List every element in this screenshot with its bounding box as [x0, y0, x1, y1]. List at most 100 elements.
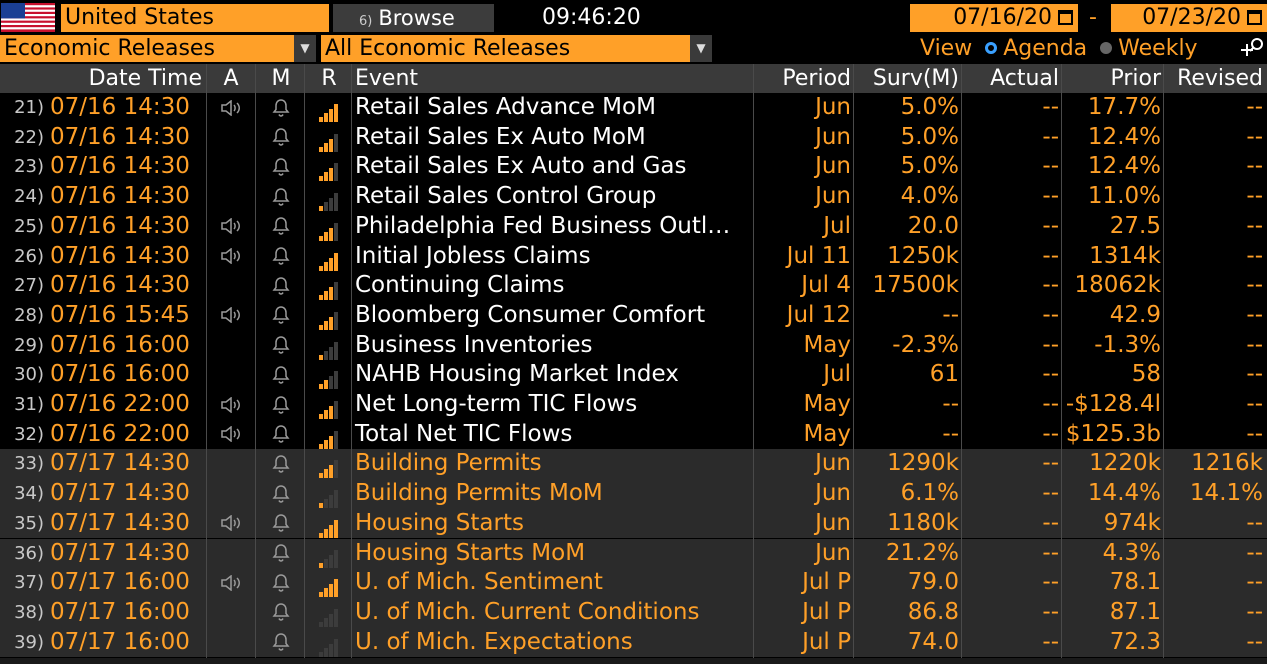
row-index[interactable]: 33): [14, 453, 44, 475]
bell-icon[interactable]: [271, 124, 291, 150]
notify-cell[interactable]: [258, 420, 304, 449]
event-name[interactable]: Philadelphia Fed Business Outl…: [355, 212, 731, 239]
notify-cell[interactable]: [258, 93, 304, 122]
radio-weekly[interactable]: [1100, 41, 1113, 54]
calendar-icon[interactable]: [1058, 10, 1073, 25]
table-row[interactable]: 22) 07/16 14:30 Retail Sales Ex Auto MoM Ju…: [0, 122, 1267, 153]
bell-icon[interactable]: [271, 391, 291, 417]
event-name[interactable]: Initial Jobless Claims: [355, 242, 591, 269]
event-name[interactable]: Building Permits: [355, 450, 542, 477]
bell-icon[interactable]: [271, 569, 291, 595]
event-name[interactable]: U. of Mich. Sentiment: [355, 569, 603, 596]
alert-cell[interactable]: [208, 212, 254, 241]
row-index[interactable]: 30): [14, 364, 44, 386]
row-index[interactable]: 31): [14, 394, 44, 415]
alert-cell[interactable]: [208, 568, 254, 597]
row-index[interactable]: 39): [14, 631, 44, 653]
speaker-icon[interactable]: [220, 302, 242, 328]
event-name[interactable]: U. of Mich. Current Conditions: [355, 598, 700, 625]
event-name[interactable]: Continuing Claims: [355, 272, 565, 299]
table-row[interactable]: 29) 07/16 16:00 Business Inventories May -2.…: [0, 330, 1267, 361]
table-row[interactable]: 25) 07/16 14:30 Philadelphia Fed Business …: [0, 211, 1267, 242]
notify-cell[interactable]: [258, 509, 304, 538]
bell-icon[interactable]: [271, 480, 291, 506]
radio-agenda[interactable]: [985, 41, 998, 54]
column-header-relevance[interactable]: R: [321, 66, 337, 91]
bell-icon[interactable]: [271, 599, 291, 625]
event-name[interactable]: Retail Sales Control Group: [355, 183, 657, 210]
notify-cell[interactable]: [258, 449, 304, 478]
event-name[interactable]: Retail Sales Ex Auto and Gas: [355, 153, 687, 180]
event-name[interactable]: Total Net TIC Flows: [355, 420, 573, 447]
event-name[interactable]: Bloomberg Consumer Comfort: [355, 301, 706, 328]
row-index[interactable]: 26): [14, 245, 44, 267]
notify-cell[interactable]: [258, 598, 304, 627]
notify-cell[interactable]: [258, 242, 304, 271]
chevron-down-icon[interactable]: ▼: [294, 35, 316, 62]
row-index[interactable]: 32): [14, 423, 44, 445]
notify-cell[interactable]: [258, 271, 304, 300]
column-header-revised[interactable]: Revised: [1177, 66, 1263, 91]
bell-icon[interactable]: [271, 153, 291, 179]
event-name[interactable]: Business Inventories: [355, 331, 593, 358]
alert-cell[interactable]: [208, 301, 254, 330]
notify-cell[interactable]: [258, 568, 304, 597]
notify-cell[interactable]: [258, 123, 304, 152]
table-row[interactable]: 39) 07/17 16:00 U. of Mich. Expectations Ju…: [0, 627, 1267, 658]
row-index[interactable]: 38): [14, 601, 44, 623]
speaker-icon[interactable]: [220, 569, 242, 595]
speaker-icon[interactable]: [220, 510, 242, 536]
bell-icon[interactable]: [271, 213, 291, 239]
notify-cell[interactable]: [258, 301, 304, 330]
bell-icon[interactable]: [271, 243, 291, 269]
bell-icon[interactable]: [271, 421, 291, 447]
notify-cell[interactable]: [258, 539, 304, 568]
subcategory-select[interactable]: All Economic Releases: [321, 35, 690, 62]
notify-cell[interactable]: [258, 182, 304, 211]
column-header-survey[interactable]: Surv(M): [872, 66, 959, 91]
view-agenda-label[interactable]: Agenda: [1003, 36, 1088, 61]
row-index[interactable]: 34): [14, 483, 44, 505]
column-header-actual[interactable]: Actual: [990, 66, 1059, 91]
notify-cell[interactable]: [258, 152, 304, 181]
bell-icon[interactable]: [271, 302, 291, 328]
column-header-period[interactable]: Period: [782, 66, 851, 91]
us-flag-icon[interactable]: [1, 3, 55, 32]
bell-icon[interactable]: [271, 361, 291, 387]
table-row[interactable]: 26) 07/16 14:30 Initial Jobless Claims Jul …: [0, 241, 1267, 272]
row-index[interactable]: 21): [14, 97, 44, 118]
add-search-icon[interactable]: [1238, 37, 1266, 61]
notify-cell[interactable]: [258, 331, 304, 360]
event-name[interactable]: Net Long-term TIC Flows: [355, 391, 638, 417]
column-header-alert[interactable]: A: [223, 66, 239, 91]
alert-cell[interactable]: [208, 242, 254, 271]
alert-cell[interactable]: [208, 509, 254, 538]
event-name[interactable]: Retail Sales Ex Auto MoM: [355, 123, 646, 150]
table-row[interactable]: 37) 07/17 16:00 U. of Mich. Sentiment Jul P…: [0, 568, 1267, 598]
column-header-datetime[interactable]: Date Time: [88, 66, 202, 91]
bell-icon[interactable]: [271, 540, 291, 566]
table-row[interactable]: 35) 07/17 14:30 Housing Starts Jun 1180k -- 97…: [0, 508, 1267, 539]
speaker-icon[interactable]: [220, 94, 242, 120]
table-row[interactable]: 32) 07/16 22:00 Total Net TIC Flows May -- --…: [0, 419, 1267, 450]
table-row[interactable]: 27) 07/16 14:30 Continuing Claims Jul 4 1750…: [0, 271, 1267, 301]
row-index[interactable]: 24): [14, 186, 44, 208]
table-row[interactable]: 30) 07/16 16:00 NAHB Housing Market Index J…: [0, 360, 1267, 390]
category-select[interactable]: Economic Releases: [0, 35, 294, 62]
row-index[interactable]: 25): [14, 215, 44, 237]
table-row[interactable]: 31) 07/16 22:00 Net Long-term TIC Flows May…: [0, 390, 1267, 420]
speaker-icon[interactable]: [220, 391, 242, 417]
chevron-down-icon[interactable]: ▼: [690, 35, 712, 62]
bell-icon[interactable]: [271, 450, 291, 476]
speaker-icon[interactable]: [220, 243, 242, 269]
row-index[interactable]: 29): [14, 334, 44, 356]
table-row[interactable]: 36) 07/17 14:30 Housing Starts MoM Jun 21.2%…: [0, 538, 1267, 569]
table-row[interactable]: 23) 07/16 14:30 Retail Sales Ex Auto and G…: [0, 152, 1267, 183]
table-row[interactable]: 28) 07/16 15:45 Bloomberg Consumer Comfort…: [0, 300, 1267, 331]
event-name[interactable]: Retail Sales Advance MoM: [355, 94, 656, 120]
browse-button[interactable]: 6) Browse: [333, 4, 494, 32]
country-field[interactable]: United States: [61, 4, 329, 32]
event-name[interactable]: Housing Starts MoM: [355, 539, 586, 566]
table-row[interactable]: 24) 07/16 14:30 Retail Sales Control Group…: [0, 182, 1267, 212]
bell-icon[interactable]: [271, 272, 291, 298]
